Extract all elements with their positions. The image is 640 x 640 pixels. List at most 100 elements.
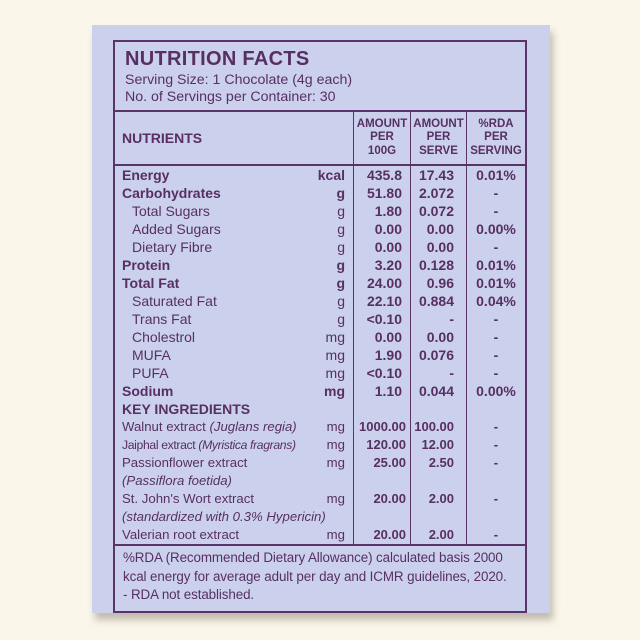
nutrient-name: Energy	[122, 167, 170, 183]
column-header-row: NUTRIENTS AMOUNT PER 100G AMOUNT PER SER…	[115, 112, 525, 166]
empty-cell	[353, 400, 410, 418]
nutrient-name: Saturated Fat	[132, 293, 217, 309]
nutrient-unit: g	[337, 203, 345, 219]
amount-per-100g: 20.00	[353, 490, 410, 526]
table-row-walnut-extract: Walnut extract (Juglans regia) mg 1000.0…	[115, 418, 525, 436]
nutrient-name: Sodium	[122, 383, 174, 399]
nutrient-unit: g	[337, 293, 345, 309]
amount-per-serve: 17.43	[410, 166, 466, 184]
nutrient-unit: g	[337, 239, 345, 255]
table-row-sodium: Sodium mg 1.10 0.044 0.00%	[115, 382, 525, 400]
table-row-added-sugars: Added Sugars g 0.00 0.00 0.00%	[115, 220, 525, 238]
table-row-pufa: PUFA mg <0.10 - -	[115, 364, 525, 382]
label-title: NUTRITION FACTS	[125, 48, 310, 70]
nutrition-facts-table: NUTRITION FACTS Serving Size: 1 Chocolat…	[113, 40, 527, 613]
ingredient-name: Jaiphal extract (Myristica fragrans)	[115, 436, 317, 454]
ingredient-name-block: St. John's Wort extract mg (standardized…	[115, 490, 353, 526]
ingredient-name-text: Walnut extract	[122, 419, 206, 434]
amount-per-serve: 0.00	[410, 238, 466, 256]
rda-per-serving: -	[466, 418, 525, 436]
footnote-line: - RDA not established.	[123, 587, 255, 602]
table-row-protein: Protein g 3.20 0.128 0.01%	[115, 256, 525, 274]
rda-per-serving: -	[466, 328, 525, 346]
nutrient-name: Total Fat	[122, 275, 180, 291]
ingredient-name: Valerian root extract	[115, 526, 317, 544]
amount-per-100g: 51.80	[353, 184, 410, 202]
amount-per-100g: 1000.00	[353, 418, 410, 436]
table-row-total-fat: Total Fat g 24.00 0.96 0.01%	[115, 274, 525, 292]
nutrient-name: MUFA	[132, 347, 171, 363]
nutrient-unit: g	[336, 257, 345, 273]
amount-per-serve: 0.128	[410, 256, 466, 274]
ingredient-unit: mg	[326, 491, 345, 506]
footnote-line: kcal energy for average adult per day an…	[123, 568, 507, 584]
rda-per-serving: 0.00%	[466, 382, 525, 400]
rda-per-serving: 0.04%	[466, 292, 525, 310]
amount-per-100g: 435.8	[353, 166, 410, 184]
nutrient-unit: g	[337, 221, 345, 237]
table-row-passionflower-extract: Passionflower extract mg (Passiflora foe…	[115, 454, 525, 490]
column-amount-per-100g: AMOUNT PER 100G	[353, 112, 410, 164]
amount-per-100g: <0.10	[353, 364, 410, 382]
column-rda-per-serving: %RDA PER SERVING	[466, 112, 525, 164]
amount-per-100g: 20.00	[353, 526, 410, 544]
rda-per-serving: -	[466, 310, 525, 328]
servings-per-container: No. of Servings per Container: 30	[125, 88, 336, 105]
amount-per-100g: 120.00	[353, 436, 410, 454]
nutrient-name: Carbohydrates	[122, 185, 221, 201]
amount-per-serve: 0.044	[410, 382, 466, 400]
rda-per-serving: 0.01%	[466, 274, 525, 292]
amount-per-serve: 0.00	[410, 220, 466, 238]
nutrient-unit: mg	[325, 347, 345, 363]
table-row-jaiphal-extract: Jaiphal extract (Myristica fragrans) mg …	[115, 436, 525, 454]
rda-per-serving: -	[466, 184, 525, 202]
table-row-valerian-root-extract: Valerian root extract mg 20.00 2.00 -	[115, 526, 525, 544]
amount-per-serve: 2.00	[410, 526, 466, 544]
rda-footnote: %RDA (Recommended Dietary Allowance) cal…	[115, 544, 525, 611]
ingredient-latin-name: (Myristica fragrans)	[198, 438, 296, 452]
amount-per-serve: 2.50	[410, 454, 466, 490]
amount-per-100g: 24.00	[353, 274, 410, 292]
rda-per-serving: -	[466, 526, 525, 544]
amount-per-100g: 3.20	[353, 256, 410, 274]
rda-per-serving: -	[466, 454, 525, 490]
table-row-trans-fat: Trans Fat g <0.10 - -	[115, 310, 525, 328]
amount-per-serve: 0.072	[410, 202, 466, 220]
amount-per-serve: 100.00	[410, 418, 466, 436]
amount-per-serve: -	[410, 310, 466, 328]
amount-per-serve: 12.00	[410, 436, 466, 454]
ingredient-name-block: Passionflower extract mg (Passiflora foe…	[115, 454, 353, 490]
nutrient-name: Total Sugars	[132, 203, 210, 219]
empty-cell	[466, 400, 525, 418]
amount-per-100g: 0.00	[353, 220, 410, 238]
nutrient-unit: g	[337, 311, 345, 327]
table-row-st-johns-wort-extract: St. John's Wort extract mg (standardized…	[115, 490, 525, 526]
amount-per-100g: 22.10	[353, 292, 410, 310]
nutrient-unit: mg	[324, 383, 345, 399]
amount-per-100g: 1.90	[353, 346, 410, 364]
serving-size: Serving Size: 1 Chocolate (4g each)	[125, 72, 353, 88]
amount-per-serve: 0.884	[410, 292, 466, 310]
rda-per-serving: -	[466, 436, 525, 454]
empty-cell	[410, 400, 466, 418]
amount-per-100g: <0.10	[353, 310, 410, 328]
rda-per-serving: 0.01%	[466, 166, 525, 184]
table-row-energy: Energy kcal 435.8 17.43 0.01%	[115, 166, 525, 184]
ingredient-first-line: Passionflower extract mg	[115, 454, 353, 472]
amount-per-serve: 0.96	[410, 274, 466, 292]
amount-per-100g: 0.00	[353, 238, 410, 256]
column-amount-per-serve: AMOUNT PER SERVE	[410, 112, 466, 164]
nutrient-unit: mg	[325, 365, 345, 381]
ingredient-latin-name: (standardized with 0.3% Hypericin)	[122, 509, 326, 524]
nutrient-name: Cholestrol	[132, 329, 196, 345]
amount-per-100g: 0.00	[353, 328, 410, 346]
nutrient-name: Trans Fat	[132, 311, 192, 327]
amount-per-serve: -	[410, 364, 466, 382]
rda-per-serving: -	[466, 490, 525, 526]
ingredient-name-text: Jaiphal extract	[122, 438, 196, 452]
label-header: NUTRITION FACTS Serving Size: 1 Chocolat…	[115, 42, 525, 112]
empty-unit-cell	[317, 400, 353, 418]
nutrient-name: PUFA	[132, 365, 169, 381]
ingredient-unit: mg	[326, 419, 345, 434]
ingredient-latin-name: (Passiflora foetida)	[122, 473, 232, 488]
